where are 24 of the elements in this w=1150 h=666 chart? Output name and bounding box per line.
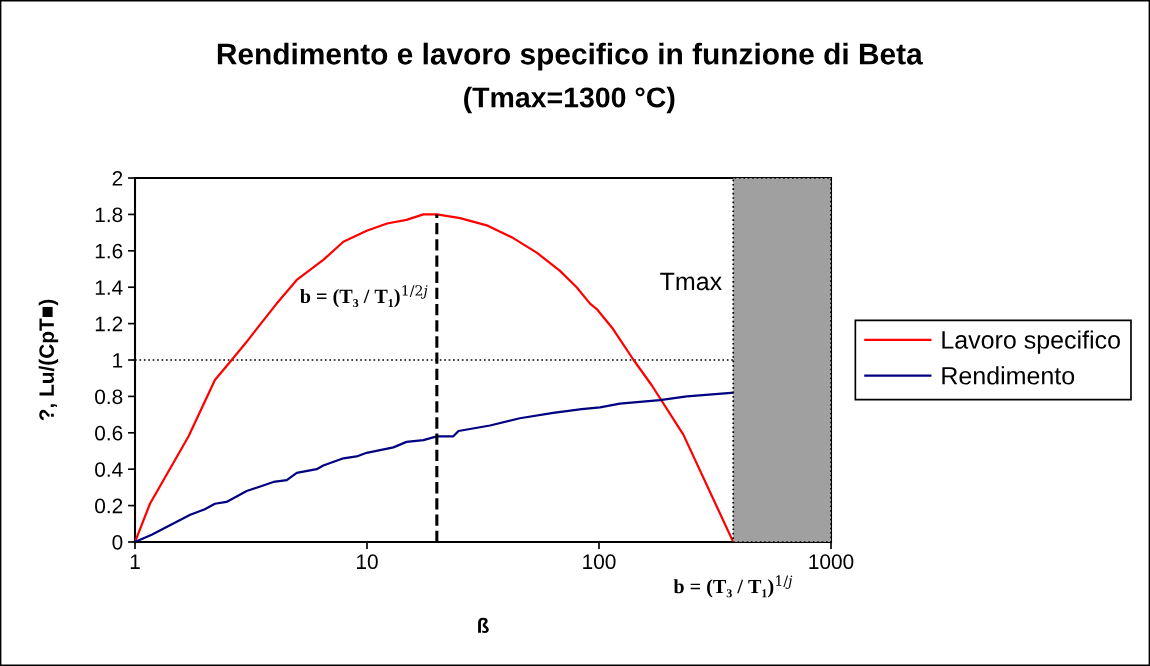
- y-tick-label: 0.8: [95, 389, 123, 405]
- chart-title: Rendimento e lavoro specifico in funzione di Beta: [217, 42, 923, 71]
- band-label: Tmax: [660, 272, 722, 291]
- y-tick-label: 0: [112, 534, 123, 550]
- legend-label: Rendimento: [942, 366, 1075, 385]
- x-tick-label: 1: [130, 554, 140, 569]
- y-tick-label: 1.2: [95, 316, 123, 332]
- x-axis-title: ß: [478, 617, 489, 633]
- y-tick-label: 1.8: [95, 207, 123, 223]
- y-tick-label: 0.6: [95, 425, 123, 441]
- y-tick-label: 0.2: [95, 498, 123, 514]
- y-axis-title: ?, Lu/(CpT■): [38, 299, 59, 421]
- y-tick-label: 1: [113, 353, 123, 368]
- x-tick-label: 100: [583, 554, 616, 570]
- annotation: b = (T₃ / T₁)$^{1/j}$: [673, 575, 793, 598]
- legend-label: Lavoro specifico: [942, 330, 1120, 354]
- chart-subtitle: (Tmax=1300 °C): [464, 86, 675, 114]
- y-tick-label: 2: [112, 171, 123, 186]
- x-tick-label: 10: [357, 554, 378, 570]
- y-tick-label: 1.4: [95, 280, 123, 295]
- x-tick-label: 1000: [809, 554, 854, 570]
- annotation: b = (T₃ / T₁)$^{1/2j}$: [300, 285, 428, 308]
- y-tick-label: 1.6: [95, 243, 123, 259]
- y-tick-label: 0.4: [95, 462, 123, 477]
